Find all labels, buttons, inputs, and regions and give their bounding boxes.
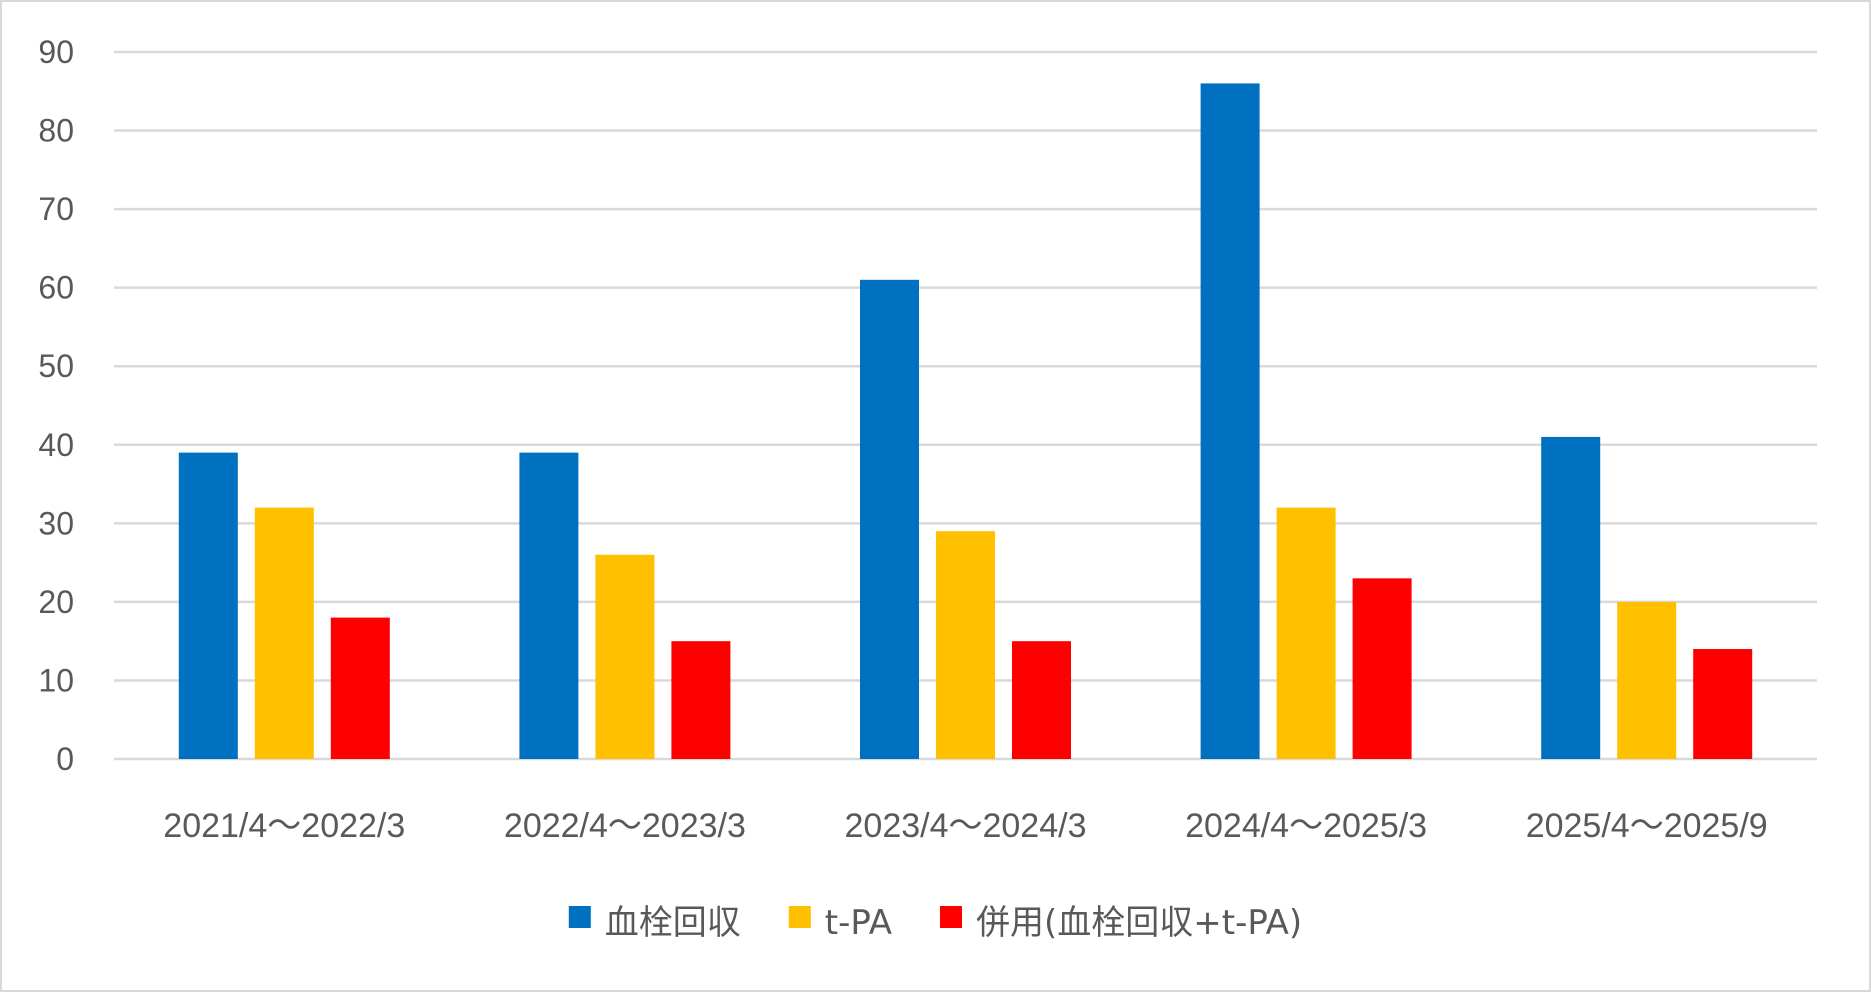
legend-item: 併用(血栓回収+t-PA) (939, 903, 1302, 943)
legend-item: t-PA (788, 903, 892, 943)
y-tick-label: 50 (38, 348, 74, 384)
bar (860, 279, 919, 759)
x-category-label: 2023/4～2024/3 (845, 807, 1087, 845)
legend: 血栓回収 t-PA 併用(血栓回収+t-PA) (568, 903, 1302, 943)
x-category-label: 2022/4～2023/3 (504, 807, 746, 845)
y-tick-label: 70 (38, 191, 74, 227)
x-category-label: 2021/4～2022/3 (163, 807, 405, 845)
y-tick-label: 80 (38, 113, 74, 149)
y-tick-label: 10 (38, 662, 74, 698)
legend-item: 血栓回収 (568, 903, 741, 943)
bars (178, 83, 1753, 759)
legend-label: 血栓回収 (605, 903, 741, 943)
y-tick-label: 30 (38, 505, 74, 541)
bar (519, 452, 579, 759)
bar (595, 554, 655, 759)
x-category-label: 2024/4～2025/3 (1185, 807, 1427, 845)
y-tick-label: 60 (38, 270, 74, 306)
legend-swatch (788, 906, 811, 928)
bar (1012, 641, 1071, 759)
bar (178, 452, 238, 759)
bar (1352, 578, 1412, 759)
legend-label: t-PA (825, 903, 892, 943)
y-axis-ticks: 0 10 20 30 40 50 60 70 80 90 (38, 34, 74, 777)
x-axis-categories: 2021/4～2022/3 2022/4～2023/3 2023/4～2024/3 2… (163, 807, 1767, 845)
bar (330, 617, 390, 759)
bar (1276, 507, 1336, 759)
bar (1200, 83, 1260, 759)
bar (671, 641, 731, 759)
y-tick-label: 90 (38, 34, 74, 70)
bar (936, 531, 995, 759)
x-category-label: 2025/4～2025/9 (1526, 807, 1768, 845)
legend-label: 併用(血栓回収+t-PA) (976, 903, 1302, 943)
gridlines (114, 50, 1817, 761)
y-tick-label: 0 (56, 741, 74, 777)
bar (1541, 436, 1601, 759)
bar (1617, 601, 1677, 759)
legend-swatch (568, 906, 591, 928)
y-tick-label: 40 (38, 427, 74, 463)
bar (1693, 649, 1753, 759)
legend-swatch (939, 906, 962, 928)
y-tick-label: 20 (38, 584, 74, 620)
bar (254, 507, 314, 759)
